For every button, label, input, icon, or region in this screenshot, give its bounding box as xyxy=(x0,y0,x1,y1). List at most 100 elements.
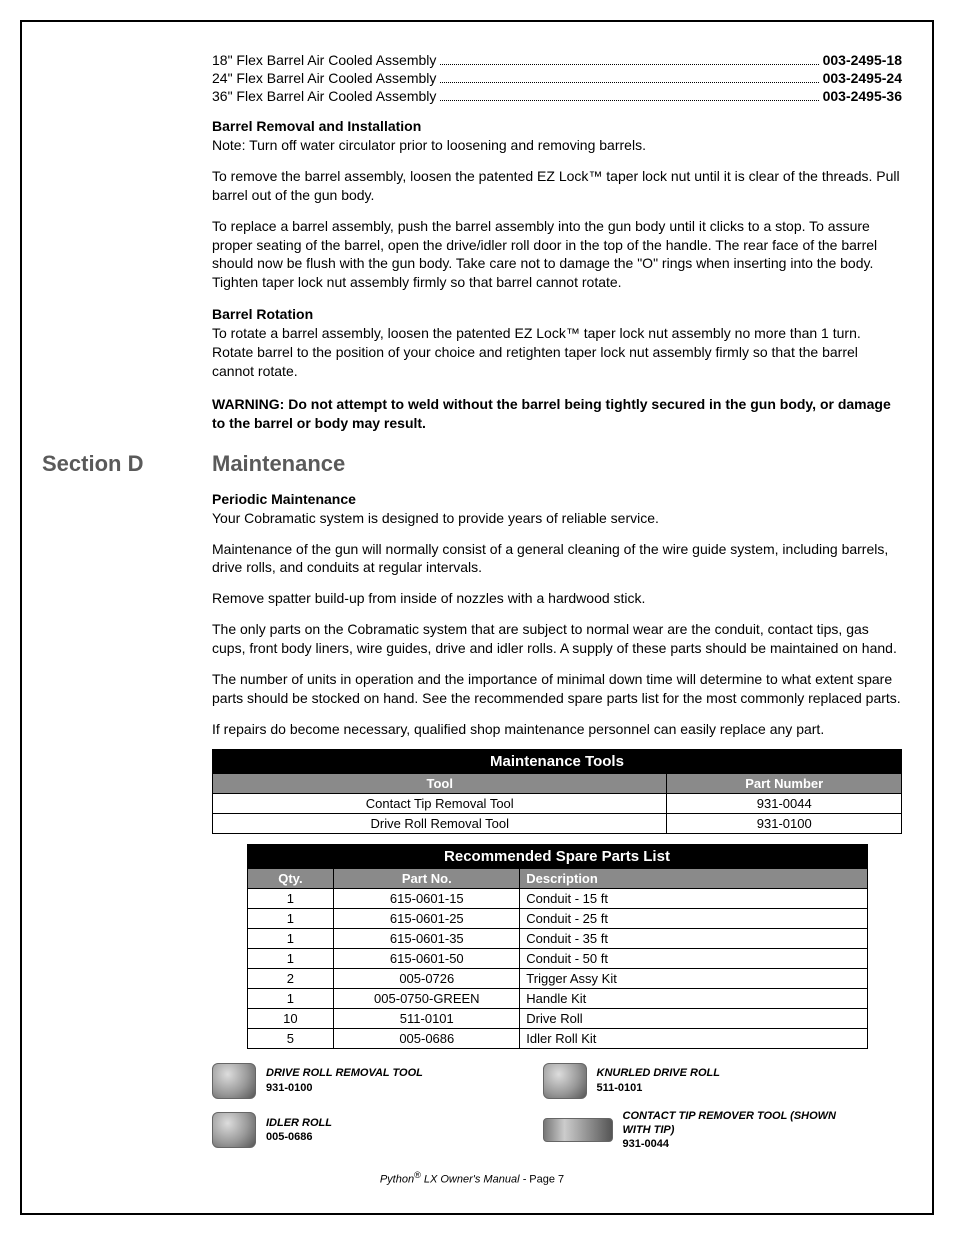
spare-col-desc: Description xyxy=(520,868,867,888)
table-row: 1615-0601-15Conduit - 15 ft xyxy=(247,888,867,908)
maint-tool-name: Drive Roll Removal Tool xyxy=(213,813,667,833)
spare-pn: 005-0686 xyxy=(334,1028,520,1048)
maint-tool-pn: 931-0044 xyxy=(667,793,902,813)
part-pn: 931-0044 xyxy=(623,1138,670,1150)
periodic-p3: Remove spatter build-up from inside of n… xyxy=(212,589,902,608)
section-d-label: Section D xyxy=(42,451,202,477)
assembly-label: 24" Flex Barrel Air Cooled Assembly xyxy=(212,70,436,86)
left-gutter xyxy=(42,52,212,433)
spare-pn: 615-0601-35 xyxy=(334,928,520,948)
part-item: DRIVE ROLL REMOVAL TOOL931-0100 xyxy=(212,1063,523,1099)
spare-desc: Idler Roll Kit xyxy=(520,1028,867,1048)
spare-desc: Conduit - 15 ft xyxy=(520,888,867,908)
maint-tools-col-tool: Tool xyxy=(213,773,667,793)
barrel-removal-p2: To replace a barrel assembly, push the b… xyxy=(212,217,902,293)
part-item: CONTACT TIP REMOVER TOOL (SHOWN WITH TIP… xyxy=(543,1109,854,1152)
part-image xyxy=(212,1063,256,1099)
spare-pn: 005-0726 xyxy=(334,968,520,988)
spare-parts-table: Recommended Spare Parts List Qty. Part N… xyxy=(247,844,868,1049)
dotted-leader xyxy=(440,100,818,101)
periodic-heading: Periodic Maintenance xyxy=(212,491,902,507)
spare-qty: 2 xyxy=(247,968,334,988)
page-border: 18" Flex Barrel Air Cooled Assembly 003-2… xyxy=(20,20,934,1215)
spare-pn: 615-0601-15 xyxy=(334,888,520,908)
spare-qty: 1 xyxy=(247,988,334,1008)
assembly-label: 18" Flex Barrel Air Cooled Assembly xyxy=(212,52,436,68)
assembly-line: 18" Flex Barrel Air Cooled Assembly 003-2… xyxy=(212,52,902,68)
page-footer: Python® LX Owner's Manual - Page 7 xyxy=(42,1170,902,1186)
spare-col-qty: Qty. xyxy=(247,868,334,888)
spare-desc: Trigger Assy Kit xyxy=(520,968,867,988)
spare-pn: 005-0750-GREEN xyxy=(334,988,520,1008)
maint-tool-pn: 931-0100 xyxy=(667,813,902,833)
periodic-p2: Maintenance of the gun will normally con… xyxy=(212,540,902,578)
part-image xyxy=(543,1063,587,1099)
table-row: Drive Roll Removal Tool931-0100 xyxy=(213,813,902,833)
spare-qty: 10 xyxy=(247,1008,334,1028)
spare-pn: 511-0101 xyxy=(334,1008,520,1028)
spare-desc: Conduit - 35 ft xyxy=(520,928,867,948)
assembly-list: 18" Flex Barrel Air Cooled Assembly 003-2… xyxy=(212,52,902,104)
table-row: 1615-0601-50Conduit - 50 ft xyxy=(247,948,867,968)
dotted-leader xyxy=(440,82,818,83)
part-image xyxy=(543,1118,613,1142)
spare-col-pn: Part No. xyxy=(334,868,520,888)
maint-tools-title: Maintenance Tools xyxy=(213,749,902,773)
table-row: 1615-0601-35Conduit - 35 ft xyxy=(247,928,867,948)
maint-tool-name: Contact Tip Removal Tool xyxy=(213,793,667,813)
section-d-content: Maintenance Periodic Maintenance Your Co… xyxy=(212,451,902,1152)
part-label: DRIVE ROLL REMOVAL TOOL931-0100 xyxy=(266,1066,423,1095)
top-content: 18" Flex Barrel Air Cooled Assembly 003-2… xyxy=(42,52,902,433)
spare-qty: 1 xyxy=(247,948,334,968)
maintenance-heading: Maintenance xyxy=(212,451,902,477)
assembly-pn: 003-2495-24 xyxy=(823,70,902,86)
part-image xyxy=(212,1112,256,1148)
footer-reg: ® xyxy=(414,1170,421,1180)
barrel-removal-note: Note: Turn off water circulator prior to… xyxy=(212,136,902,155)
table-row: 1615-0601-25Conduit - 25 ft xyxy=(247,908,867,928)
spare-qty: 1 xyxy=(247,928,334,948)
dotted-leader xyxy=(440,64,818,65)
part-item: KNURLED DRIVE ROLL511-0101 xyxy=(543,1063,854,1099)
table-row: 5005-0686Idler Roll Kit xyxy=(247,1028,867,1048)
part-pn: 511-0101 xyxy=(597,1082,643,1094)
periodic-p6: If repairs do become necessary, qualifie… xyxy=(212,720,902,739)
spare-qty: 1 xyxy=(247,908,334,928)
maintenance-tools-table: Maintenance Tools Tool Part Number Conta… xyxy=(212,749,902,834)
part-pn: 931-0100 xyxy=(266,1082,313,1094)
periodic-p4: The only parts on the Cobramatic system … xyxy=(212,620,902,658)
right-content: 18" Flex Barrel Air Cooled Assembly 003-2… xyxy=(212,52,902,433)
spare-desc: Conduit - 25 ft xyxy=(520,908,867,928)
spare-qty: 1 xyxy=(247,888,334,908)
table-row: 2005-0726Trigger Assy Kit xyxy=(247,968,867,988)
section-d-row: Section D Maintenance Periodic Maintenan… xyxy=(42,451,902,1152)
part-label: KNURLED DRIVE ROLL511-0101 xyxy=(597,1066,720,1095)
assembly-line: 24" Flex Barrel Air Cooled Assembly 003-2… xyxy=(212,70,902,86)
spare-desc: Handle Kit xyxy=(520,988,867,1008)
part-label: IDLER ROLL005-0686 xyxy=(266,1116,332,1145)
footer-rest: LX Owner's Manual - xyxy=(421,1173,529,1185)
table-row: 1005-0750-GREENHandle Kit xyxy=(247,988,867,1008)
footer-page: Page 7 xyxy=(529,1173,564,1185)
assembly-label: 36" Flex Barrel Air Cooled Assembly xyxy=(212,88,436,104)
spare-desc: Conduit - 50 ft xyxy=(520,948,867,968)
periodic-p5: The number of units in operation and the… xyxy=(212,670,902,708)
part-label: CONTACT TIP REMOVER TOOL (SHOWN WITH TIP… xyxy=(623,1109,854,1152)
part-item: IDLER ROLL005-0686 xyxy=(212,1109,523,1152)
table-row: Contact Tip Removal Tool931-0044 xyxy=(213,793,902,813)
assembly-line: 36" Flex Barrel Air Cooled Assembly 003-2… xyxy=(212,88,902,104)
spare-parts-title: Recommended Spare Parts List xyxy=(247,844,867,868)
assembly-pn: 003-2495-18 xyxy=(823,52,902,68)
spare-pn: 615-0601-50 xyxy=(334,948,520,968)
assembly-pn: 003-2495-36 xyxy=(823,88,902,104)
barrel-rotation-p1: To rotate a barrel assembly, loosen the … xyxy=(212,324,902,381)
spare-qty: 5 xyxy=(247,1028,334,1048)
parts-images-row: DRIVE ROLL REMOVAL TOOL931-0100 KNURLED D… xyxy=(212,1063,902,1152)
spare-desc: Drive Roll xyxy=(520,1008,867,1028)
warning-text: WARNING: Do not attempt to weld without … xyxy=(212,395,902,433)
maint-tools-col-pn: Part Number xyxy=(667,773,902,793)
barrel-removal-heading: Barrel Removal and Installation xyxy=(212,118,902,134)
footer-brand: Python xyxy=(380,1173,414,1185)
barrel-rotation-heading: Barrel Rotation xyxy=(212,306,902,322)
barrel-removal-p1: To remove the barrel assembly, loosen th… xyxy=(212,167,902,205)
